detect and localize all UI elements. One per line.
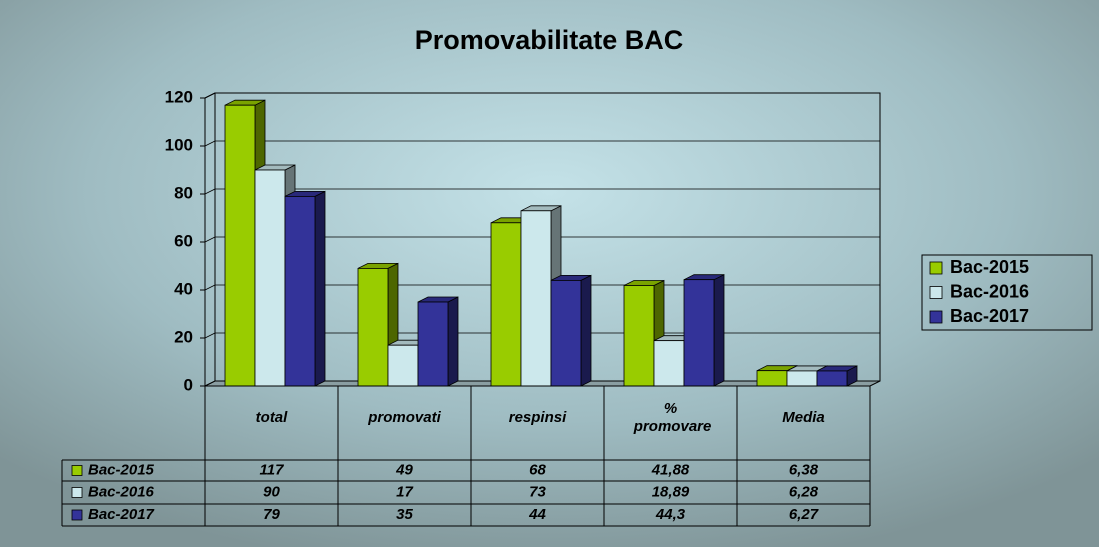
legend-label: Bac-2017 xyxy=(950,306,1029,326)
legend-box xyxy=(921,254,1093,331)
data-label: 117 xyxy=(260,461,285,478)
bar xyxy=(254,169,286,387)
bar xyxy=(284,195,316,387)
x-tick-label: total xyxy=(256,409,288,426)
data-label: 49 xyxy=(395,461,413,478)
bar-side xyxy=(713,274,725,387)
data-label: 41,88 xyxy=(651,461,690,478)
bar xyxy=(224,104,256,387)
grid-line-depth xyxy=(204,140,216,147)
data-label: 6,27 xyxy=(789,506,819,523)
x-tick-label: % promovare xyxy=(630,400,712,435)
table-legend-key xyxy=(71,487,83,498)
bar xyxy=(387,344,419,387)
data-label: 18,89 xyxy=(652,483,690,500)
grid-line-depth xyxy=(204,332,216,339)
bar-side xyxy=(580,274,592,387)
legend-label: Bac-2015 xyxy=(950,257,1029,277)
data-label: 6,38 xyxy=(789,461,819,478)
x-tick-label: promovati xyxy=(367,409,441,426)
bar xyxy=(417,301,449,387)
legend-key xyxy=(929,261,943,275)
data-label: 68 xyxy=(529,461,546,478)
grid-line-depth xyxy=(204,284,216,291)
grid-line-depth xyxy=(204,92,216,99)
data-label: 17 xyxy=(396,483,413,500)
data-label: 35 xyxy=(396,506,413,523)
x-tick-label: respinsi xyxy=(509,409,567,426)
y-tick-label: 100 xyxy=(165,135,193,154)
bar-side xyxy=(447,296,459,387)
y-tick-label: 60 xyxy=(174,231,193,250)
y-tick-label: 80 xyxy=(174,183,193,202)
bar xyxy=(653,340,685,387)
y-tick-label: 0 xyxy=(184,375,193,394)
bar-side xyxy=(314,190,326,387)
x-tick-label: Media xyxy=(782,409,825,426)
y-tick-label: 120 xyxy=(165,87,193,106)
legend-key xyxy=(929,310,943,324)
data-label: 90 xyxy=(263,483,280,500)
table-legend-key xyxy=(71,465,83,476)
table-series-name: Bac-2017 xyxy=(88,506,155,523)
bar xyxy=(357,267,389,387)
table-series-name: Bac-2015 xyxy=(88,461,155,478)
bar xyxy=(490,222,522,387)
legend-label: Bac-2016 xyxy=(950,281,1029,301)
y-tick-label: 20 xyxy=(174,327,193,346)
data-label: 6,28 xyxy=(789,483,819,500)
bar xyxy=(683,279,715,387)
bar xyxy=(623,285,655,387)
chart-title: Promovabilitate BAC xyxy=(415,25,684,55)
bar xyxy=(756,370,788,387)
bar xyxy=(786,370,818,387)
y-tick-label: 40 xyxy=(174,279,193,298)
grid-line-depth xyxy=(204,236,216,243)
bar xyxy=(816,370,848,387)
bar xyxy=(520,210,552,387)
grid-line-depth xyxy=(204,380,216,387)
bar xyxy=(550,279,582,387)
table-series-name: Bac-2016 xyxy=(88,483,155,500)
data-label: 79 xyxy=(263,506,280,523)
data-label: 73 xyxy=(529,483,546,500)
legend-key xyxy=(929,286,943,299)
grid-line-depth xyxy=(204,188,216,195)
table-legend-key xyxy=(71,509,83,521)
data-label: 44 xyxy=(528,506,546,523)
data-label: 44,3 xyxy=(655,506,686,523)
